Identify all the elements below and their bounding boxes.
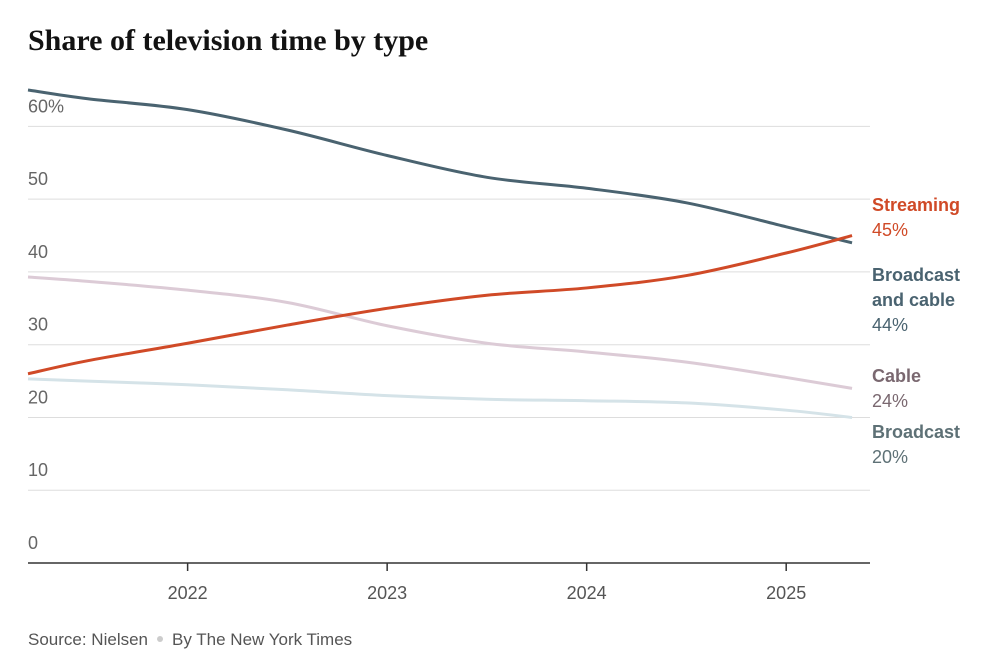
y-tick-label: 60% (28, 96, 64, 116)
legend-entry: Cable (872, 366, 922, 386)
value-label: 24% (872, 391, 909, 411)
legend-entry: Streaming (872, 195, 961, 215)
credit: By The New York Times (172, 630, 352, 649)
value-label: 45% (872, 220, 909, 240)
value-label: 44% (872, 315, 909, 335)
legend-entry: Broadcast (872, 422, 961, 442)
line (27, 88, 853, 245)
legend-entry: Broadcast and cable (872, 265, 961, 310)
y-tick-label: 20 (28, 387, 48, 407)
y-tick-label: 30 (28, 315, 48, 335)
y-tick-label: 0 (28, 533, 38, 553)
x-tick-label: 2024 (567, 583, 607, 603)
y-tick-label: 10 (28, 460, 48, 480)
y-tick-label: 40 (28, 242, 48, 262)
line (27, 275, 853, 390)
value-label: 20% (872, 447, 909, 467)
separator-dot (157, 636, 164, 642)
y-tick-label: 50 (28, 169, 48, 189)
series-label: Streaming 45% (872, 193, 984, 243)
source: Source: Nielsen (28, 630, 148, 649)
x-tick-label: 2023 (367, 583, 407, 603)
series-label: Cable 24% (872, 364, 984, 414)
line (27, 377, 853, 419)
chart-title: Share of television time by type (28, 24, 428, 57)
x-tick-label: 2025 (766, 583, 806, 603)
x-tick-label: 2022 (168, 583, 208, 603)
series-label: Broadcast 20% (872, 420, 984, 470)
line (27, 234, 853, 376)
series-label: Broadcast and cable 44% (872, 263, 984, 338)
